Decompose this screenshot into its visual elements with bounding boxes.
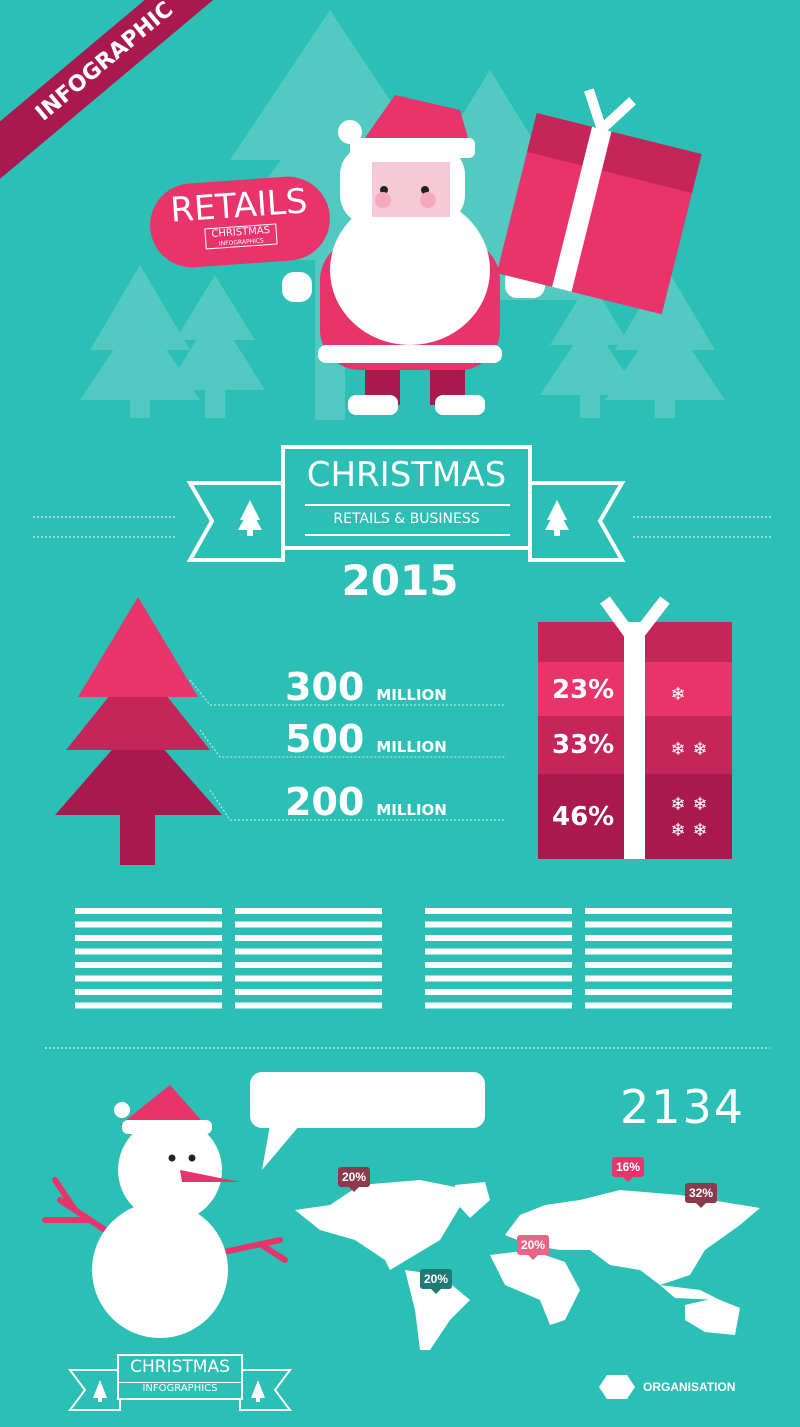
placeholder-line — [235, 1002, 382, 1009]
tree-icon — [238, 500, 262, 536]
placeholder-line — [235, 908, 382, 914]
placeholder-line — [585, 948, 732, 955]
placeholder-line — [75, 989, 222, 995]
placeholder-line — [425, 935, 572, 941]
placeholder-line — [235, 948, 382, 955]
tree-icon — [545, 500, 569, 536]
europe-asia — [505, 1190, 760, 1285]
placeholder-line — [425, 962, 572, 968]
snowflake-icon: ❄ — [692, 739, 707, 760]
placeholder-line — [585, 908, 732, 914]
placeholder-line — [585, 935, 732, 941]
placeholder-line — [425, 921, 572, 928]
placeholder-line — [75, 921, 222, 928]
australia — [685, 1298, 740, 1335]
stat-row: 200 MILLION — [285, 780, 447, 824]
tree-icon — [93, 1380, 107, 1402]
placeholder-line — [235, 921, 382, 928]
placeholder-line — [585, 962, 732, 968]
greenland — [455, 1182, 490, 1218]
snowflake-icon: ❄ — [692, 820, 707, 841]
tree-tier-bottom — [55, 720, 222, 815]
placeholder-line — [425, 908, 572, 914]
placeholder-line — [235, 962, 382, 968]
map-pin[interactable]: 32% — [685, 1183, 718, 1208]
placeholder-line — [75, 975, 222, 982]
placeholder-line — [425, 1002, 572, 1009]
gift-percent: 46% — [552, 802, 615, 832]
placeholder-line — [235, 975, 382, 982]
footer-badge-top: CHRISTMAS — [130, 1357, 230, 1377]
africa — [490, 1250, 580, 1325]
snowflake-icon: ❄ — [670, 739, 685, 760]
counter: 2134 — [620, 1080, 746, 1134]
placeholder-line — [425, 975, 572, 982]
placeholder-line — [585, 1002, 732, 1009]
legend-label: ORGANISATION — [643, 1380, 736, 1394]
tree-tier-middle — [66, 660, 210, 750]
snowflake-icon: ❄ — [692, 794, 707, 815]
tree-icon — [251, 1380, 265, 1402]
stat-row: 500 MILLION — [285, 717, 447, 761]
placeholder-line — [425, 948, 572, 955]
tree-tier-top — [78, 597, 198, 697]
year: 2015 — [341, 556, 459, 605]
placeholder-line — [585, 921, 732, 928]
footer-badge-bottom: INFOGRAPHICS — [118, 1382, 242, 1394]
stat-row: 300 MILLION — [285, 665, 447, 709]
southeast-asia — [660, 1285, 720, 1300]
placeholder-line — [75, 935, 222, 941]
placeholder-line — [425, 989, 572, 995]
gift-percent: 23% — [552, 675, 615, 705]
snowflake-icon: ❄ — [670, 794, 685, 815]
banner-title: CHRISTMAS — [306, 455, 507, 495]
gift-percent: 33% — [552, 730, 615, 760]
placeholder-line — [585, 989, 732, 995]
snowflake-icon: ❄ — [670, 820, 685, 841]
map-pin[interactable]: 20% — [517, 1235, 550, 1260]
placeholder-line — [75, 908, 222, 914]
placeholder-line — [75, 962, 222, 968]
map-pin[interactable]: 16% — [612, 1157, 645, 1182]
snowflake-icon: ❄ — [670, 684, 685, 705]
map-pin[interactable]: 20% — [338, 1167, 371, 1192]
banner-subtitle: RETAILS & BUSINESS — [333, 511, 480, 527]
speech-bubble-tail — [262, 1125, 300, 1170]
north-america — [295, 1180, 470, 1270]
hexagon-legend-icon — [599, 1375, 635, 1399]
placeholder-line — [585, 975, 732, 982]
south-america — [405, 1270, 470, 1350]
placeholder-line — [75, 1002, 222, 1009]
placeholder-line — [235, 989, 382, 995]
placeholder-line — [75, 948, 222, 955]
map-pin[interactable]: 20% — [420, 1269, 453, 1294]
placeholder-line — [235, 935, 382, 941]
speech-bubble — [250, 1072, 485, 1128]
